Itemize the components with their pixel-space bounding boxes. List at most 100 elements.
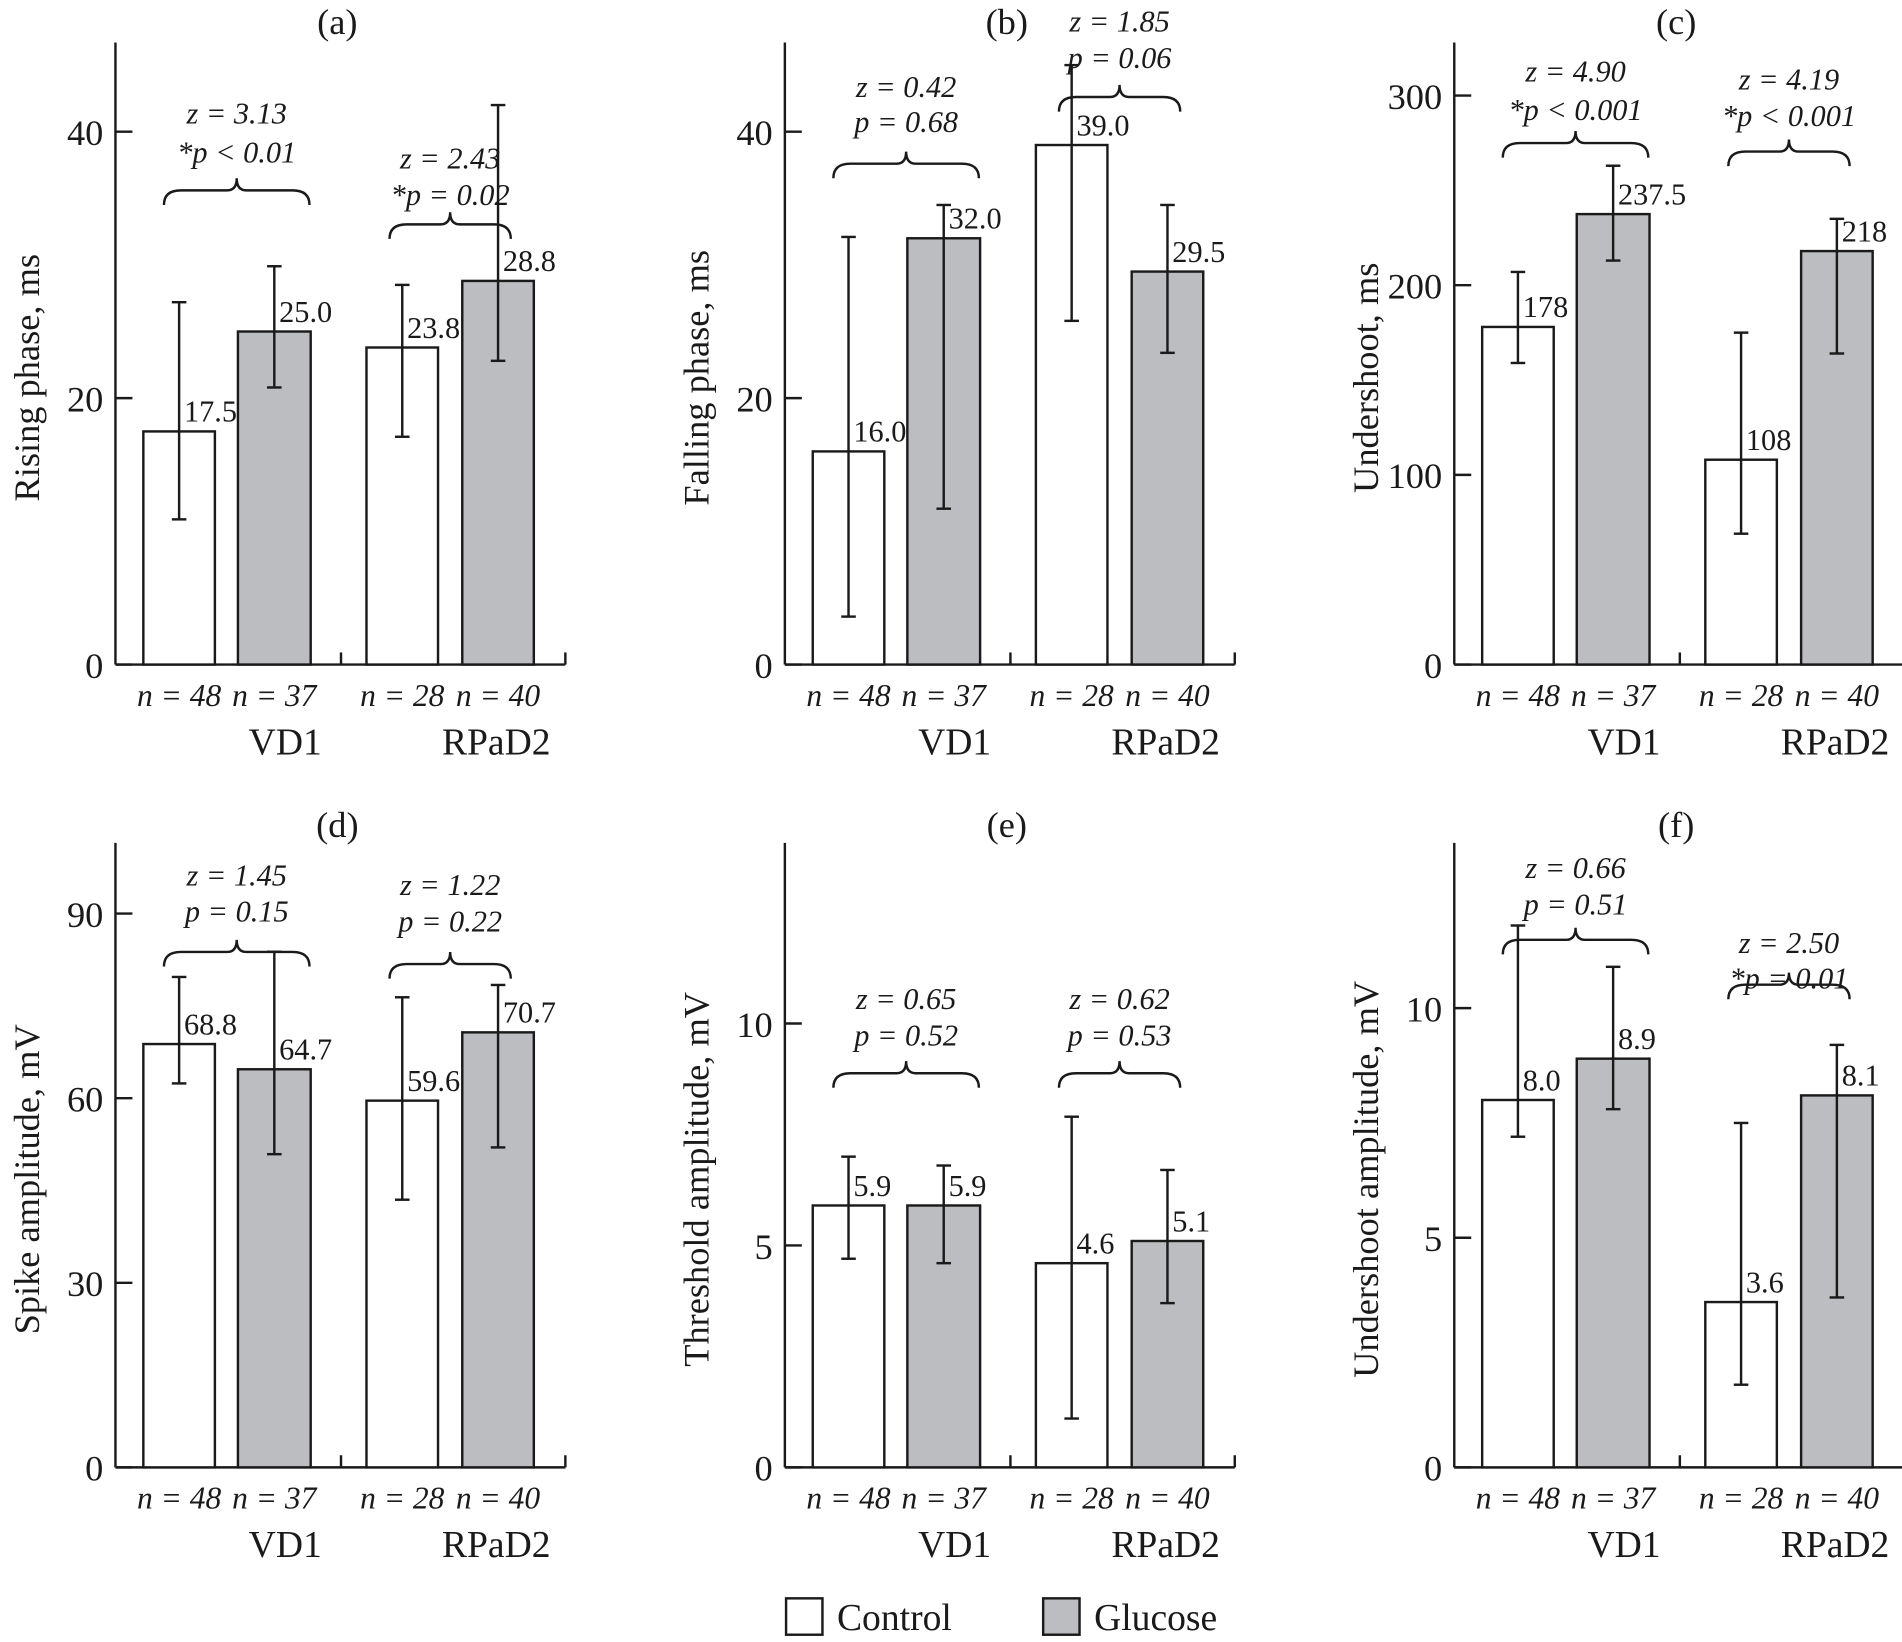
y-axis-label: Falling phase, ms (676, 250, 716, 506)
significance-bracket (388, 951, 513, 979)
panel-c: (c) Undershoot, ms 0 100 200 300 178 n = 48 237.… (1346, 2, 1902, 763)
data-label: 5.9 (853, 1169, 891, 1203)
n-label: n = 28 (360, 1481, 445, 1516)
n-label: n = 48 (137, 1481, 222, 1516)
n-label: n = 28 (1699, 678, 1784, 713)
data-label: 59.6 (407, 1064, 460, 1098)
y-tick-label: 0 (755, 1449, 773, 1489)
data-label: 25.0 (279, 295, 332, 329)
z-statistic: z = 3.13 (186, 97, 287, 131)
p-value: p = 0.15 (183, 895, 289, 929)
n-label: n = 48 (137, 678, 222, 713)
y-axis-label: Undershoot, ms (1346, 263, 1386, 493)
data-label: 23.8 (407, 311, 460, 345)
legend-swatch-control (784, 1597, 824, 1636)
group-label: RPaD2 (442, 1525, 551, 1566)
data-label: 8.9 (1618, 1022, 1656, 1056)
data-label: 28.8 (503, 244, 556, 278)
n-label: n = 37 (1571, 678, 1657, 713)
p-value: *p < 0.001 (1722, 99, 1856, 133)
n-label: n = 28 (360, 678, 445, 713)
p-value: p = 0.68 (852, 105, 958, 139)
significance-bracket (1727, 139, 1851, 167)
y-tick-label: 30 (67, 1264, 103, 1304)
y-tick-label: 0 (1424, 646, 1442, 686)
y-tick-label: 10 (736, 1005, 772, 1045)
p-value: p = 0.51 (1522, 887, 1628, 921)
bar-control (142, 1042, 217, 1469)
n-label: n = 48 (806, 1481, 891, 1516)
panel-label: (c) (1656, 2, 1696, 42)
panel-label: (e) (987, 805, 1027, 845)
z-statistic: z = 1.22 (399, 868, 500, 902)
panel-label: (d) (316, 805, 358, 845)
panel-b: (b) Falling phase, ms 0 20 40 16.0 n = 48 32.0 n… (676, 2, 1236, 763)
y-axis-label: Spike amplitude, mV (7, 1024, 47, 1334)
group-label: VD1 (249, 1525, 322, 1566)
n-label: n = 48 (1476, 1481, 1561, 1516)
y-tick-label: 40 (67, 113, 103, 153)
data-label: 8.1 (1842, 1059, 1880, 1093)
group-label: RPaD2 (442, 722, 551, 763)
n-label: n = 40 (1125, 1481, 1210, 1516)
data-label: 108 (1746, 423, 1791, 457)
group-label: VD1 (249, 722, 322, 763)
z-statistic: z = 1.45 (186, 858, 287, 892)
y-tick-label: 200 (1388, 267, 1443, 307)
n-label: n = 37 (232, 1481, 318, 1516)
n-label: n = 37 (902, 678, 988, 713)
n-label: n = 40 (456, 678, 541, 713)
n-label: n = 40 (1125, 678, 1210, 713)
data-label: 218 (1842, 214, 1887, 248)
y-tick-label: 20 (67, 379, 103, 419)
data-label: 68.8 (184, 1007, 237, 1041)
y-tick-label: 60 (67, 1080, 103, 1120)
significance-bracket (1501, 130, 1650, 158)
data-label: 4.6 (1077, 1226, 1115, 1260)
significance-bracket (1501, 927, 1650, 955)
z-statistic: z = 2.43 (399, 142, 500, 176)
p-value: p = 0.53 (1066, 1018, 1172, 1052)
n-label: n = 28 (1030, 678, 1115, 713)
p-value: *p < 0.01 (177, 136, 296, 170)
panel-a: (a) Rising phase, ms 0 20 40 17.5 n = 48 25.0 n … (7, 2, 567, 763)
y-axis-label: Undershoot amplitude, mV (1346, 981, 1386, 1378)
data-label: 5.9 (949, 1169, 987, 1203)
z-statistic: z = 1.85 (1068, 5, 1169, 39)
legend-label-glucose: Glucose (1094, 1598, 1217, 1639)
z-statistic: z = 2.50 (1738, 926, 1839, 960)
panel-label: (b) (986, 2, 1028, 42)
significance-bracket (162, 178, 311, 206)
p-value: p = 0.22 (396, 904, 502, 938)
group-label: RPaD2 (1781, 1525, 1890, 1566)
significance-bracket (162, 939, 311, 967)
panel-d: (d) Spike amplitude, mV 0 30 60 90 68.8 n = 48 6… (7, 805, 567, 1566)
panel-f: (f) Undershoot amplitude, mV 0 5 10 8.0 n = 48… (1346, 805, 1902, 1566)
z-statistic: z = 0.42 (855, 70, 956, 104)
y-tick-label: 90 (67, 895, 103, 935)
data-label: 3.6 (1746, 1265, 1784, 1299)
n-label: n = 28 (1030, 1481, 1115, 1516)
n-label: n = 40 (1795, 678, 1880, 713)
significance-bracket (832, 151, 981, 179)
y-tick-label: 0 (755, 646, 773, 686)
y-axis-label: Threshold amplitude, mV (676, 992, 716, 1367)
z-statistic: z = 0.66 (1524, 851, 1625, 885)
y-tick-label: 0 (85, 646, 103, 686)
y-tick-label: 5 (1424, 1219, 1442, 1259)
panel-e: (e) Threshold amplitude, mV 0 5 10 5.9 n = 48 5… (676, 805, 1236, 1566)
n-label: n = 48 (1476, 678, 1561, 713)
significance-bracket (1727, 972, 1851, 1000)
z-statistic: z = 4.19 (1738, 63, 1839, 97)
n-label: n = 40 (1795, 1481, 1880, 1516)
data-label: 8.0 (1523, 1063, 1561, 1097)
data-label: 32.0 (949, 202, 1002, 236)
bar-control (1480, 1098, 1555, 1469)
z-statistic: z = 0.62 (1068, 982, 1169, 1016)
p-value: *p = 0.02 (391, 178, 510, 212)
data-label: 16.0 (853, 415, 906, 449)
data-label: 29.5 (1172, 235, 1225, 269)
panel-label: (f) (1658, 805, 1694, 845)
n-label: n = 37 (1571, 1481, 1657, 1516)
